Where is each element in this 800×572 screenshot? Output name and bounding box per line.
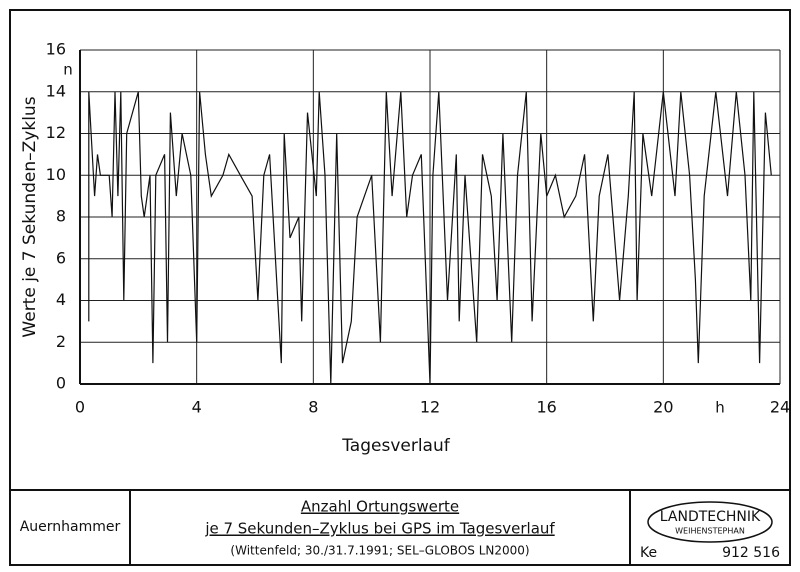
x-tick-label: 0 xyxy=(75,398,85,417)
author: Auernhammer xyxy=(20,519,121,535)
x-tick-label: 16 xyxy=(536,398,556,417)
x-axis-label: Tagesverlauf xyxy=(341,436,451,456)
y-tick-label: 4 xyxy=(56,290,66,309)
number: 912 516 xyxy=(722,545,780,561)
y-tick-label: 8 xyxy=(56,207,66,226)
y-tick-label: 0 xyxy=(56,374,66,393)
y-tick-label: 12 xyxy=(46,123,66,142)
logo-text: WEIHENSTEPHAN xyxy=(675,527,745,536)
logo-text: LANDTECHNIK xyxy=(660,509,761,525)
code: Ke xyxy=(640,545,657,561)
x-tick-label: 8 xyxy=(308,398,318,417)
y-axis-label: Werte je 7 Sekunden–Zyklus xyxy=(20,96,40,337)
y-tick-label: 16 xyxy=(46,40,66,59)
x-tick-label: 20 xyxy=(653,398,673,417)
logo-outline xyxy=(647,501,773,543)
y-tick-label: 14 xyxy=(46,81,66,100)
footer-title: Anzahl Ortungswerte xyxy=(301,498,459,516)
x-tick-label: 12 xyxy=(420,398,440,417)
y-tick-label: 10 xyxy=(46,165,66,184)
y-unit: n xyxy=(63,61,73,79)
frame xyxy=(9,9,791,566)
footer-title: je 7 Sekunden–Zyklus bei GPS im Tagesver… xyxy=(204,520,555,538)
footer-subtitle: (Wittenfeld; 30./31.7.1991; SEL–GLOBOS L… xyxy=(230,544,529,558)
x-tick-label: 4 xyxy=(192,398,202,417)
y-tick-label: 6 xyxy=(56,248,66,267)
data-line xyxy=(88,91,772,385)
x-tick-label: 24 xyxy=(770,398,790,417)
y-tick-label: 2 xyxy=(56,332,66,351)
x-unit: h xyxy=(715,399,725,417)
